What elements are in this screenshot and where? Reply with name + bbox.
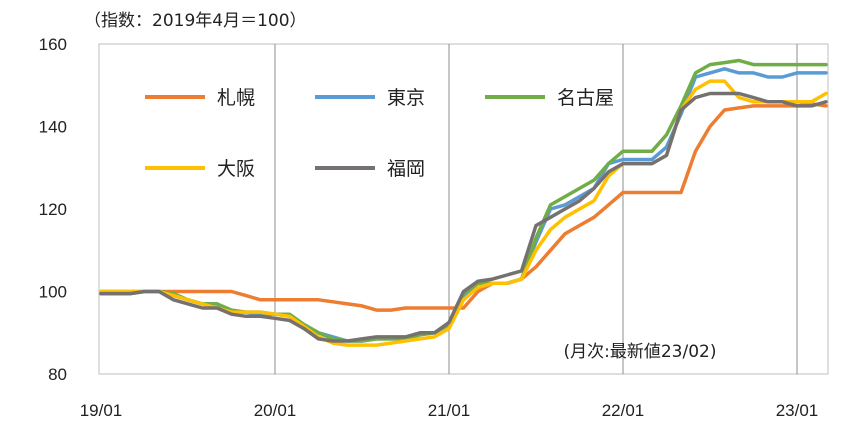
legend-label-4: 大阪 — [217, 158, 255, 180]
legend-label-1: 札幌 — [217, 87, 255, 109]
y-tick-label: 160 — [39, 35, 67, 54]
y-tick-label: 120 — [39, 200, 67, 219]
legend-label-2: 東京 — [387, 87, 425, 109]
x-tick-label: 20/01 — [254, 401, 297, 420]
y-axis: 80 100 120 140 160 — [39, 35, 67, 384]
y-tick-label: 140 — [39, 118, 67, 137]
x-tick-label: 21/01 — [428, 401, 471, 420]
unit-label: （指数：2019年4月＝100） — [84, 11, 307, 31]
y-tick-label: 100 — [39, 283, 67, 302]
legend-label-3: 名古屋 — [557, 87, 614, 109]
legend-label-5: 福岡 — [387, 158, 425, 180]
series-line-5 — [99, 91, 828, 343]
latest-value-note: (月次:最新値23/02) — [564, 342, 717, 362]
x-tick-label: 19/01 — [80, 401, 123, 420]
x-tick-label: 22/01 — [602, 401, 645, 420]
plot-area-border — [98, 43, 829, 375]
y-tick-label: 80 — [48, 365, 67, 384]
series-lines — [99, 58, 828, 347]
series-line-1 — [99, 102, 828, 312]
x-tick-label: 23/01 — [776, 401, 819, 420]
x-axis: 19/01 20/01 21/01 22/01 23/01 — [80, 401, 819, 420]
